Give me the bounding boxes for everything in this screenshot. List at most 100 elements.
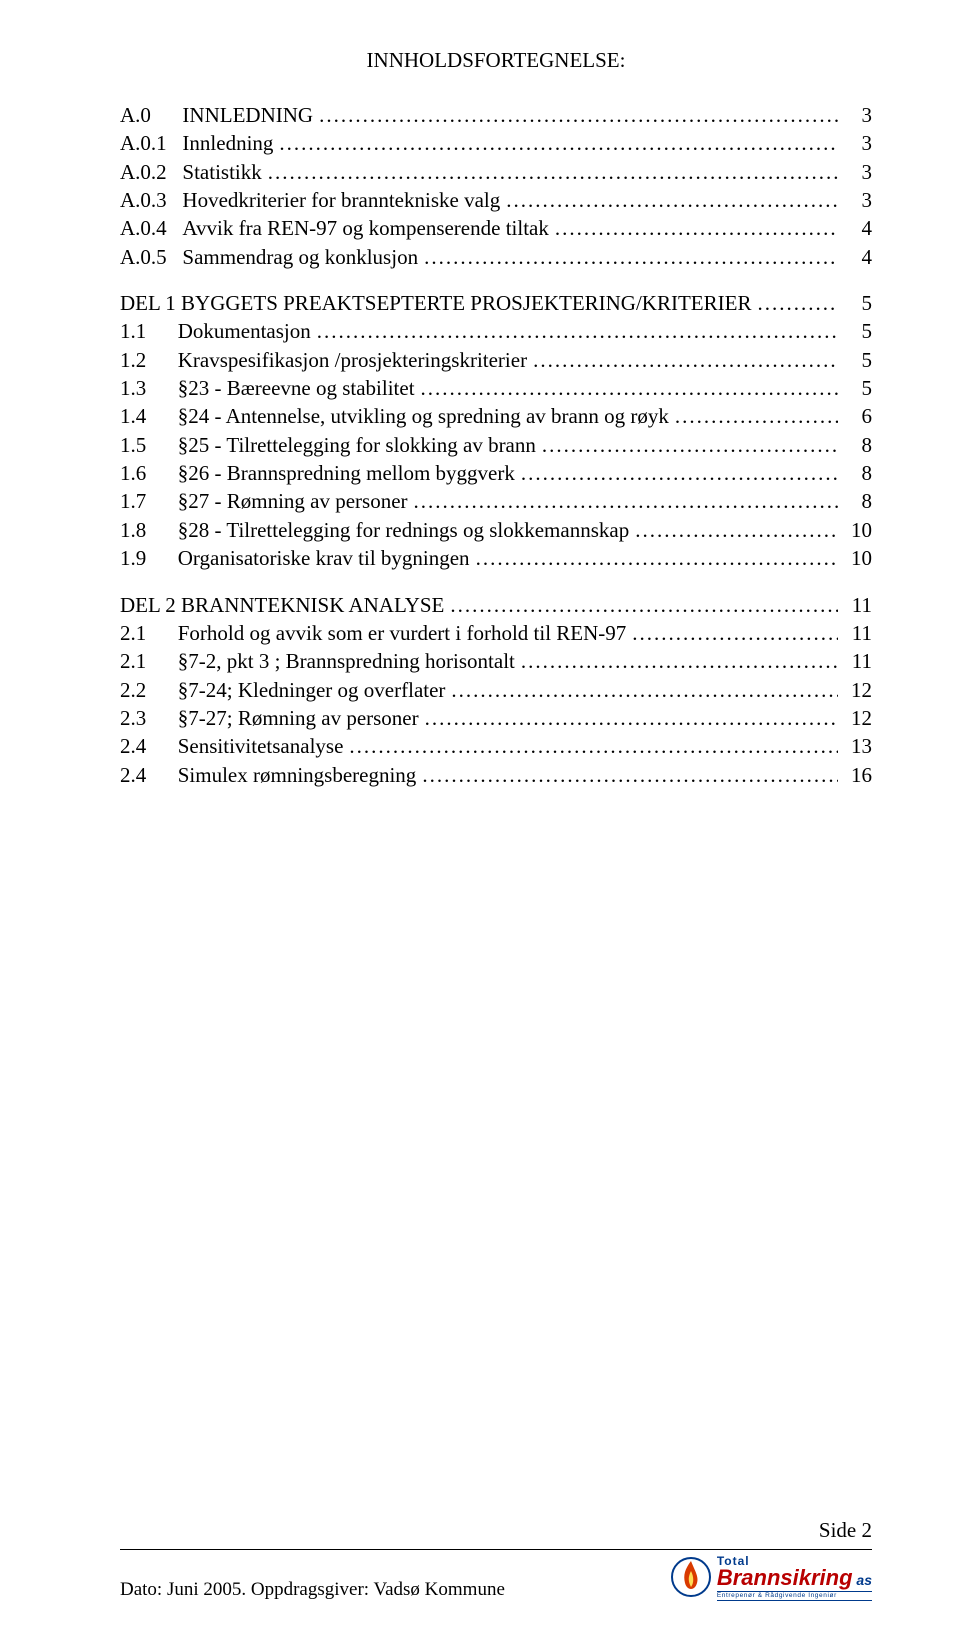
company-logo: Total Brannsikring as Entrepenør & Rådgi…	[671, 1553, 872, 1601]
toc-page-number: 8	[844, 459, 872, 487]
toc-entry-number: A.0	[120, 101, 182, 129]
toc-page-number: 4	[844, 214, 872, 242]
toc-entry-label: §28 - Tilrettelegging for rednings og sl…	[178, 516, 629, 544]
toc-leader-dots	[521, 647, 838, 675]
toc-page-number: 5	[844, 346, 872, 374]
logo-text-sub: Entrepenør & Rådgivende Ingeniør	[717, 1591, 872, 1602]
toc-page-number: 4	[844, 243, 872, 271]
toc-heading-del2: DEL 2 BRANNTEKNISK ANALYSE 11	[120, 591, 872, 619]
toc-line: 2.4 Sensitivitetsanalyse 13	[120, 732, 872, 760]
toc-leader-dots	[268, 158, 838, 186]
toc-entry-label: §26 - Brannspredning mellom byggverk	[178, 459, 515, 487]
toc-page-number: 11	[844, 647, 872, 675]
toc-leader-dots	[533, 346, 838, 374]
toc-leader-dots	[421, 374, 838, 402]
toc-entry-number: 2.1	[120, 619, 178, 647]
toc-page-number: 5	[844, 374, 872, 402]
toc-entry-number: 2.4	[120, 761, 178, 789]
toc-line: 2.1 Forhold og avvik som er vurdert i fo…	[120, 619, 872, 647]
toc-entry-number: 1.5	[120, 431, 178, 459]
toc-entry-label: §7-2, pkt 3 ; Brannspredning horisontalt	[178, 647, 515, 675]
toc-page-number: 3	[844, 129, 872, 157]
toc-leader-dots	[450, 591, 838, 619]
toc-leader-dots	[635, 516, 838, 544]
toc-page-number: 12	[844, 704, 872, 732]
toc-page-number: 5	[844, 317, 872, 345]
footer-meta-text: Dato: Juni 2005. Oppdragsgiver: Vadsø Ko…	[120, 1579, 505, 1601]
document-page: INNHOLDSFORTEGNELSE: A.0 INNLEDNING3 A.0.…	[0, 0, 960, 1627]
toc-leader-dots	[317, 317, 838, 345]
toc-line: 2.2 §7-24; Kledninger og overflater12	[120, 676, 872, 704]
flame-icon	[671, 1553, 711, 1601]
footer-rule	[120, 1549, 872, 1550]
toc-line: 1.4 §24 - Antennelse, utvikling og spred…	[120, 402, 872, 430]
toc-entry-label: Avvik fra REN-97 og kompenserende tiltak	[182, 214, 548, 242]
toc-line: 2.1 §7-2, pkt 3 ; Brannspredning horison…	[120, 647, 872, 675]
toc-entry-number: 1.2	[120, 346, 178, 374]
toc-heading-label: DEL 2 BRANNTEKNISK ANALYSE	[120, 591, 444, 619]
toc-page-number: 11	[844, 619, 872, 647]
toc-leader-dots	[506, 186, 838, 214]
toc-entry-label: Sensitivitetsanalyse	[178, 732, 344, 760]
toc-line: 1.6 §26 - Brannspredning mellom byggverk…	[120, 459, 872, 487]
toc-leader-dots	[542, 431, 838, 459]
toc-entry-label: §24 - Antennelse, utvikling og spredning…	[178, 402, 669, 430]
toc-entry-number: 2.1	[120, 647, 178, 675]
toc-line: 1.2 Kravspesifikasjon /prosjekteringskri…	[120, 346, 872, 374]
toc-page-number: 6	[844, 402, 872, 430]
toc-entry-label: Kravspesifikasjon /prosjekteringskriteri…	[178, 346, 527, 374]
toc-entry-label: Simulex rømningsberegning	[178, 761, 417, 789]
toc-page-number: 10	[844, 516, 872, 544]
logo-text-brann: Brannsikring as	[717, 1567, 872, 1589]
toc-entry-number: 1.9	[120, 544, 178, 572]
toc-leader-dots	[555, 214, 838, 242]
toc-line: A.0.4 Avvik fra REN-97 og kompenserende …	[120, 214, 872, 242]
toc-entry-label: Statistikk	[182, 158, 261, 186]
toc-line: 1.7 §27 - Rømning av personer 8	[120, 487, 872, 515]
toc-entry-label: §23 - Bæreevne og stabilitet	[178, 374, 415, 402]
toc-line: 2.4 Simulex rømningsberegning 16	[120, 761, 872, 789]
toc-page-number: 10	[844, 544, 872, 572]
toc-line: 1.5 §25 - Tilrettelegging for slokking a…	[120, 431, 872, 459]
toc-entry-number: 1.3	[120, 374, 178, 402]
toc-page-number: 8	[844, 431, 872, 459]
toc-line: 1.8 §28 - Tilrettelegging for rednings o…	[120, 516, 872, 544]
toc-heading-del1: DEL 1 BYGGETS PREAKTSEPTERTE PROSJEKTERI…	[120, 289, 872, 317]
toc-leader-dots	[632, 619, 838, 647]
toc-line: 1.1 Dokumentasjon5	[120, 317, 872, 345]
toc-entry-number: 1.1	[120, 317, 178, 345]
toc-page-number: 11	[844, 591, 872, 619]
toc-page-number: 3	[844, 101, 872, 129]
toc-entry-label: §7-24; Kledninger og overflater	[178, 676, 446, 704]
toc-page-number: 8	[844, 487, 872, 515]
toc-entry-number: 1.7	[120, 487, 178, 515]
toc-entry-label: Sammendrag og konklusjon	[182, 243, 418, 271]
toc-line: A.0 INNLEDNING3	[120, 101, 872, 129]
toc-entry-number: 1.6	[120, 459, 178, 487]
toc-entry-number: A.0.4	[120, 214, 182, 242]
toc-leader-dots	[476, 544, 838, 572]
toc-line: A.0.3 Hovedkriterier for branntekniske v…	[120, 186, 872, 214]
toc-leader-dots	[757, 289, 838, 317]
toc-entry-label: §27 - Rømning av personer	[178, 487, 408, 515]
toc-line: 1.3 §23 - Bæreevne og stabilitet 5	[120, 374, 872, 402]
toc-entry-label: Organisatoriske krav til bygningen	[178, 544, 470, 572]
toc-leader-dots	[451, 676, 838, 704]
toc-entry-number: 2.4	[120, 732, 178, 760]
toc-page-number: 12	[844, 676, 872, 704]
toc-leader-dots	[521, 459, 838, 487]
toc-heading-label: DEL 1 BYGGETS PREAKTSEPTERTE PROSJEKTERI…	[120, 289, 751, 317]
toc-page-number: 13	[844, 732, 872, 760]
page-footer: Side 2 Dato: Juni 2005. Oppdragsgiver: V…	[120, 1518, 872, 1601]
toc-line: 1.9 Organisatoriske krav til bygningen 10	[120, 544, 872, 572]
page-title: INNHOLDSFORTEGNELSE:	[120, 48, 872, 73]
toc-entry-label: §25 - Tilrettelegging for slokking av br…	[178, 431, 536, 459]
toc-entry-number: 2.3	[120, 704, 178, 732]
toc-entry-label: Forhold og avvik som er vurdert i forhol…	[178, 619, 627, 647]
toc-leader-dots	[425, 704, 838, 732]
toc-leader-dots	[675, 402, 838, 430]
toc-page-number: 5	[844, 289, 872, 317]
toc-entry-label: §7-27; Rømning av personer	[178, 704, 419, 732]
toc-page-number: 16	[844, 761, 872, 789]
toc-entry-label: Innledning	[182, 129, 273, 157]
